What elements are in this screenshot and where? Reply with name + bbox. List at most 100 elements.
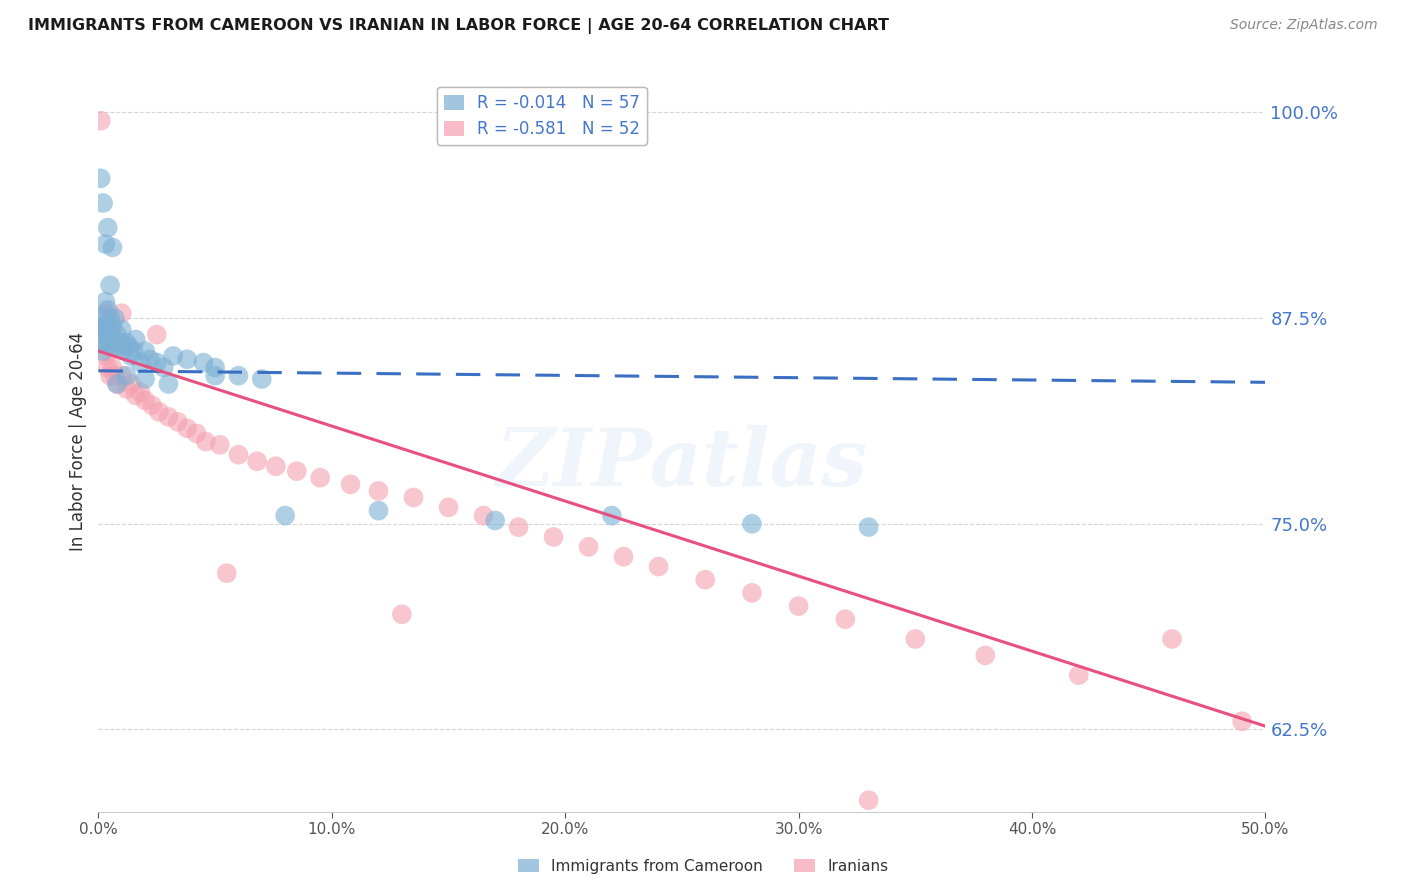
Point xyxy=(108,335,131,350)
Point xyxy=(613,549,636,564)
Point xyxy=(1161,632,1184,646)
Point xyxy=(858,520,880,534)
Point xyxy=(105,376,128,391)
Point xyxy=(98,311,121,326)
Text: ZIPatlas: ZIPatlas xyxy=(496,425,868,502)
Point xyxy=(264,459,287,474)
Point xyxy=(134,344,156,359)
Point xyxy=(134,372,156,386)
Point xyxy=(228,368,250,383)
Point xyxy=(367,483,389,498)
Point xyxy=(484,514,506,528)
Point xyxy=(101,335,124,350)
Point xyxy=(90,319,112,334)
Point xyxy=(115,335,138,350)
Point xyxy=(204,360,226,375)
Point xyxy=(141,398,163,412)
Point xyxy=(246,454,269,468)
Point xyxy=(578,540,600,554)
Point xyxy=(120,349,142,363)
Point xyxy=(508,520,530,534)
Point xyxy=(97,327,120,342)
Point xyxy=(339,477,361,491)
Point xyxy=(974,648,997,663)
Point xyxy=(97,360,120,375)
Point xyxy=(204,368,226,383)
Point xyxy=(91,311,114,326)
Point xyxy=(98,323,121,337)
Point xyxy=(152,360,174,375)
Legend: Immigrants from Cameroon, Iranians: Immigrants from Cameroon, Iranians xyxy=(512,853,894,880)
Point xyxy=(472,508,495,523)
Point xyxy=(105,327,128,342)
Point xyxy=(146,355,169,369)
Point xyxy=(162,349,184,363)
Point xyxy=(105,376,128,391)
Point xyxy=(104,333,127,347)
Point xyxy=(157,376,180,391)
Point xyxy=(111,339,134,353)
Point xyxy=(186,426,208,441)
Text: IMMIGRANTS FROM CAMEROON VS IRANIAN IN LABOR FORCE | AGE 20-64 CORRELATION CHART: IMMIGRANTS FROM CAMEROON VS IRANIAN IN L… xyxy=(28,18,889,34)
Point xyxy=(90,113,112,128)
Point xyxy=(94,237,117,252)
Point xyxy=(858,793,880,807)
Point xyxy=(97,319,120,334)
Point xyxy=(787,599,810,613)
Point xyxy=(741,516,763,531)
Point xyxy=(129,385,152,400)
Point xyxy=(146,327,169,342)
Point xyxy=(91,327,114,342)
Point xyxy=(98,339,121,353)
Point xyxy=(834,612,856,626)
Point xyxy=(1230,714,1253,729)
Point xyxy=(134,393,156,408)
Point xyxy=(90,171,112,186)
Point xyxy=(125,388,148,402)
Point xyxy=(228,448,250,462)
Point xyxy=(90,335,112,350)
Point xyxy=(98,368,121,383)
Point xyxy=(94,294,117,309)
Point xyxy=(115,368,138,383)
Point xyxy=(105,339,128,353)
Point xyxy=(285,464,308,478)
Point xyxy=(91,344,114,359)
Point xyxy=(139,352,162,367)
Point xyxy=(695,573,717,587)
Point xyxy=(94,349,117,363)
Point xyxy=(437,500,460,515)
Point xyxy=(166,415,188,429)
Point xyxy=(94,335,117,350)
Point xyxy=(91,196,114,211)
Point xyxy=(101,240,124,254)
Point xyxy=(193,355,215,369)
Point xyxy=(274,508,297,523)
Point xyxy=(104,311,127,326)
Point xyxy=(391,607,413,622)
Point xyxy=(120,376,142,391)
Point xyxy=(115,382,138,396)
Point xyxy=(904,632,927,646)
Point xyxy=(215,566,238,581)
Point xyxy=(91,323,114,337)
Point xyxy=(111,306,134,320)
Point xyxy=(208,438,231,452)
Point xyxy=(176,352,198,367)
Point xyxy=(94,306,117,320)
Point xyxy=(741,586,763,600)
Point xyxy=(647,559,669,574)
Point xyxy=(94,319,117,334)
Point xyxy=(118,339,141,353)
Point xyxy=(600,508,623,523)
Point xyxy=(97,220,120,235)
Point xyxy=(97,302,120,317)
Point xyxy=(129,355,152,369)
Point xyxy=(543,530,565,544)
Point xyxy=(111,323,134,337)
Point xyxy=(104,368,127,383)
Text: Source: ZipAtlas.com: Source: ZipAtlas.com xyxy=(1230,18,1378,32)
Point xyxy=(157,409,180,424)
Point xyxy=(125,333,148,347)
Point xyxy=(194,434,217,449)
